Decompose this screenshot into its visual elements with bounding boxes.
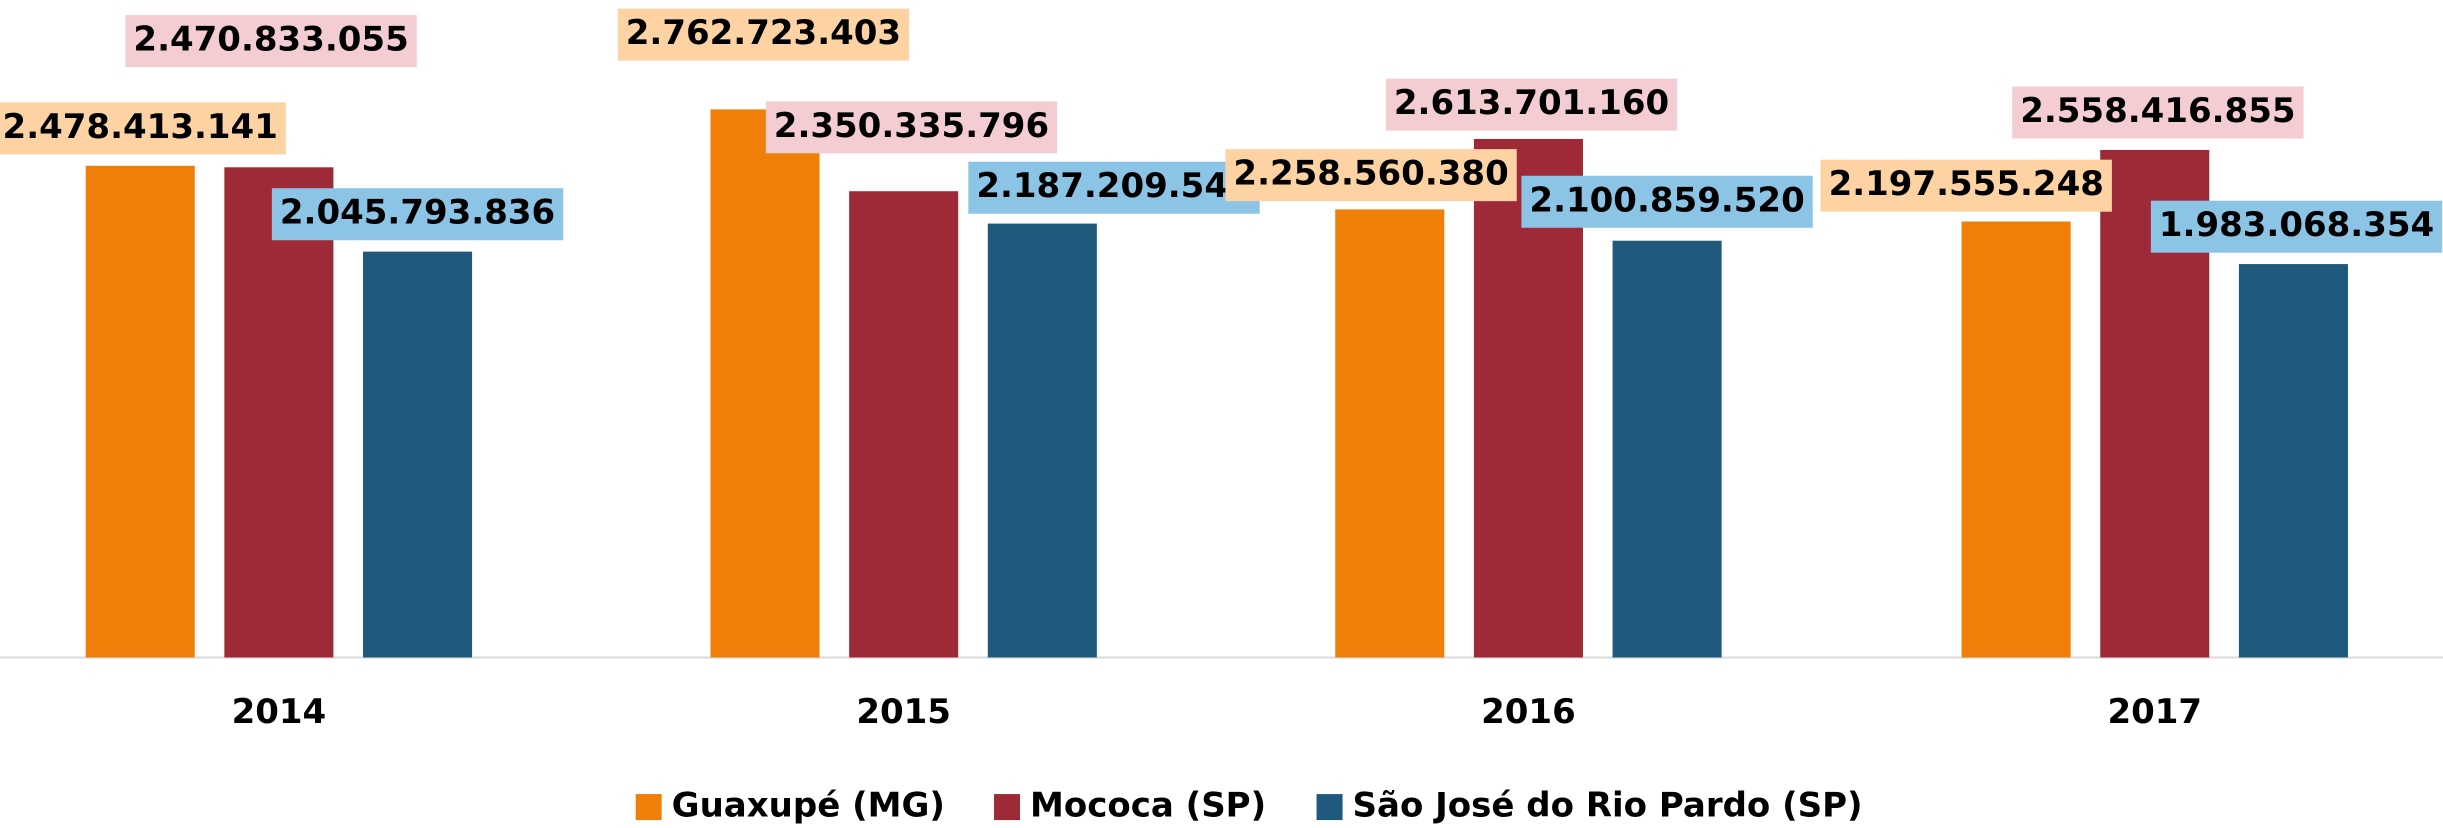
bar (363, 251, 473, 658)
bar (849, 191, 959, 658)
legend-swatch (994, 794, 1021, 821)
bar (85, 165, 195, 658)
legend-swatch (1316, 794, 1343, 821)
bar (987, 223, 1097, 658)
value-label: 2.613.701.160 (1394, 83, 1669, 123)
bar (1335, 209, 1445, 658)
bar (2238, 264, 2348, 658)
x-tick-label: 2017 (2107, 692, 2202, 732)
value-label-box (765, 101, 1058, 154)
value-label: 2.470.833.055 (133, 20, 408, 60)
value-label-box (125, 15, 417, 68)
value-label-box (271, 188, 564, 241)
value-label-box (1225, 149, 1517, 202)
legend-swatch (635, 794, 662, 821)
value-label-box (1820, 159, 2112, 212)
value-label: 2.558.416.855 (2020, 91, 2295, 131)
bar (1961, 221, 2071, 658)
x-tick-label: 2016 (1481, 692, 1576, 732)
value-label-box (2012, 86, 2304, 139)
legend-label: Mococa (SP) (1030, 786, 1266, 826)
value-label-box (617, 8, 910, 61)
value-label: 2.187.209.540 (976, 166, 1251, 206)
value-label: 2.197.555.248 (1829, 164, 2104, 204)
value-label: 2.045.793.836 (280, 193, 555, 233)
value-label-box (1385, 78, 1678, 131)
value-label-box (2150, 200, 2443, 253)
value-label-box (0, 102, 286, 155)
legend-label: Guaxupé (MG) (672, 786, 945, 826)
x-tick-label: 2015 (856, 692, 951, 732)
value-label: 2.100.859.520 (1529, 180, 1804, 220)
bar (710, 109, 820, 658)
value-label: 2.258.560.380 (1233, 154, 1508, 194)
value-label-box (1521, 175, 1813, 228)
value-label: 1.983.068.354 (2159, 205, 2434, 245)
x-tick-label: 2014 (232, 692, 327, 732)
value-label-box (968, 161, 1260, 214)
value-label: 2.762.723.403 (626, 13, 901, 53)
value-label: 2.478.413.141 (3, 107, 278, 147)
legend-label: São José do Rio Pardo (SP) (1353, 786, 1863, 826)
bar (224, 167, 334, 658)
bar (1612, 240, 1722, 658)
value-label: 2.350.335.796 (774, 106, 1049, 146)
